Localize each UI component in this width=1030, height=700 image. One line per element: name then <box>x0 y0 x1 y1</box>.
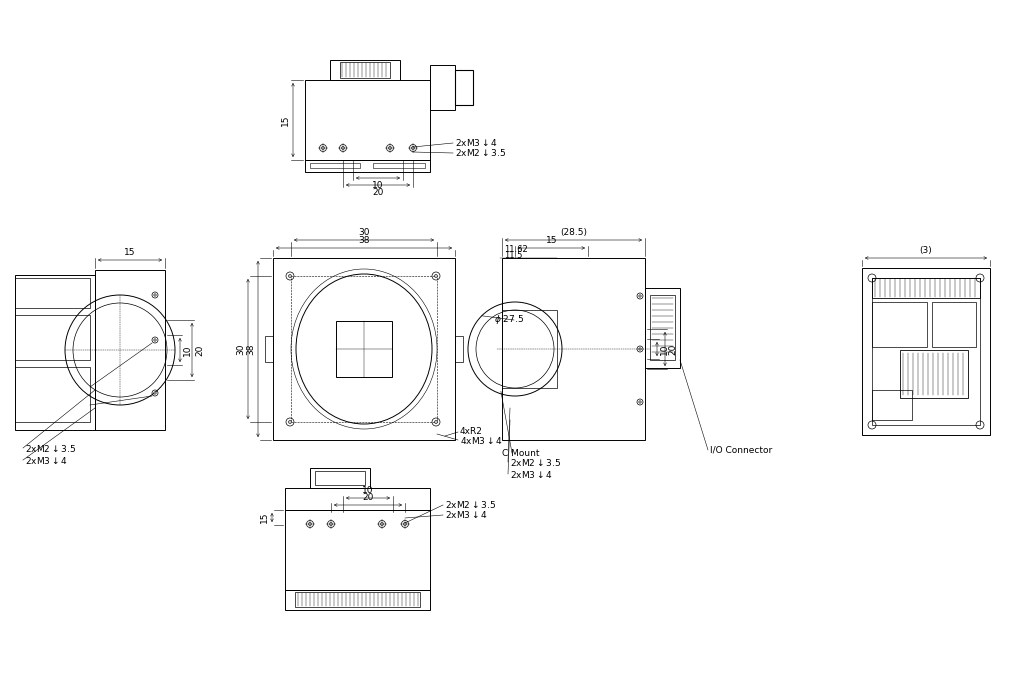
Bar <box>15 367 90 422</box>
Text: 15: 15 <box>281 114 290 126</box>
Text: 20: 20 <box>363 493 374 502</box>
Text: 10: 10 <box>363 486 374 495</box>
Text: 10: 10 <box>660 343 670 355</box>
Bar <box>872 390 912 420</box>
Bar <box>336 321 392 377</box>
Text: (28.5): (28.5) <box>560 228 587 237</box>
Circle shape <box>639 348 642 350</box>
Circle shape <box>388 146 391 150</box>
Bar <box>15 275 95 430</box>
Text: 2xM3$\downarrow$4: 2xM3$\downarrow$4 <box>445 510 488 521</box>
Text: 11.62: 11.62 <box>504 246 527 255</box>
Bar <box>285 590 430 610</box>
Text: 4xM3$\downarrow$4: 4xM3$\downarrow$4 <box>460 435 503 445</box>
Text: 15: 15 <box>260 512 269 524</box>
Bar <box>455 70 473 105</box>
Bar <box>340 62 390 78</box>
Text: 20: 20 <box>372 188 384 197</box>
Circle shape <box>342 146 344 150</box>
Bar <box>15 315 90 360</box>
Circle shape <box>435 274 438 277</box>
Bar <box>330 60 400 80</box>
Bar <box>291 276 437 422</box>
Circle shape <box>321 146 324 150</box>
Bar <box>645 288 680 368</box>
Bar <box>95 270 165 430</box>
Text: 2xM3$\downarrow$4: 2xM3$\downarrow$4 <box>510 468 553 480</box>
Text: 2xM2$\downarrow$3.5: 2xM2$\downarrow$3.5 <box>455 148 506 158</box>
Bar <box>285 488 430 510</box>
Bar <box>900 350 968 398</box>
Circle shape <box>153 392 157 394</box>
Circle shape <box>412 146 414 150</box>
Circle shape <box>639 401 642 403</box>
Text: 38: 38 <box>246 343 255 355</box>
Text: 2xM2$\downarrow$3.5: 2xM2$\downarrow$3.5 <box>25 442 76 454</box>
Text: 20: 20 <box>668 343 677 355</box>
Text: 2xM2$\downarrow$3.5: 2xM2$\downarrow$3.5 <box>445 500 496 510</box>
Bar <box>872 278 980 425</box>
Text: 2xM3$\downarrow$4: 2xM3$\downarrow$4 <box>455 137 497 148</box>
Circle shape <box>288 421 291 424</box>
Bar <box>295 592 420 607</box>
Bar <box>305 80 430 160</box>
Bar <box>373 163 425 168</box>
Text: 11.5: 11.5 <box>504 251 522 260</box>
Text: 15: 15 <box>546 236 557 245</box>
Bar <box>872 278 980 298</box>
Text: 38: 38 <box>358 236 370 245</box>
Bar <box>430 65 455 110</box>
Bar <box>872 302 927 347</box>
Text: 2xM3$\downarrow$4: 2xM3$\downarrow$4 <box>25 454 68 466</box>
Bar <box>285 510 430 590</box>
Circle shape <box>639 295 642 298</box>
Bar <box>455 336 464 362</box>
Bar <box>310 468 370 488</box>
Text: 10: 10 <box>372 181 384 190</box>
Circle shape <box>288 274 291 277</box>
Circle shape <box>309 522 311 526</box>
Bar <box>15 278 90 308</box>
Bar <box>265 336 273 362</box>
Circle shape <box>380 522 383 526</box>
Text: I/O Connector: I/O Connector <box>710 445 772 454</box>
Text: 20: 20 <box>195 344 204 356</box>
Bar <box>310 163 360 168</box>
Text: 2xM2$\downarrow$3.5: 2xM2$\downarrow$3.5 <box>510 456 561 468</box>
Bar <box>932 302 976 347</box>
Circle shape <box>330 522 333 526</box>
Text: 4xR2: 4xR2 <box>460 428 483 437</box>
Text: C Mount: C Mount <box>502 449 540 458</box>
Text: 30: 30 <box>358 228 370 237</box>
Text: 10: 10 <box>183 344 192 356</box>
Bar <box>273 258 455 440</box>
Bar <box>305 160 430 172</box>
Circle shape <box>153 339 157 341</box>
Text: 15: 15 <box>125 248 136 257</box>
Text: (3): (3) <box>920 246 932 255</box>
Bar <box>650 295 675 360</box>
Bar <box>502 310 557 388</box>
Bar <box>862 268 990 435</box>
Text: 30: 30 <box>236 343 245 355</box>
Circle shape <box>153 294 157 296</box>
Circle shape <box>404 522 407 526</box>
Circle shape <box>435 421 438 424</box>
Bar <box>502 258 645 440</box>
Text: $\phi$ 27.5: $\phi$ 27.5 <box>494 314 524 326</box>
Bar <box>315 471 365 485</box>
